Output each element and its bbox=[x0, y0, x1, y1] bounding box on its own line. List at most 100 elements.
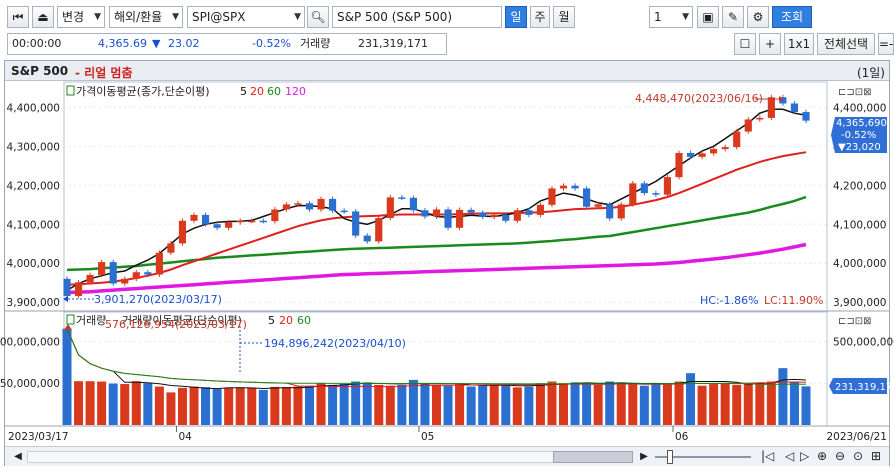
candle-body bbox=[259, 220, 267, 223]
volume-bar bbox=[154, 386, 164, 425]
candle-body bbox=[594, 204, 602, 207]
x-axis: 2023/03/17 2023/06/21 04 05 06 bbox=[8, 426, 887, 443]
candle-body bbox=[190, 214, 198, 221]
zoom-slider-handle[interactable] bbox=[667, 450, 673, 464]
panel-tools-icon[interactable]: ⊏⊐⊡⊠ bbox=[838, 87, 872, 98]
scroll-left-icon[interactable]: ◀ bbox=[14, 451, 22, 462]
price-y-axis-left: 4,400,000 4,300,000 4,200,000 4,100,000 4,00… bbox=[7, 102, 60, 309]
save-button[interactable]: ▣ bbox=[697, 6, 719, 28]
market-select[interactable]: 해외/환율 ▼ bbox=[109, 6, 183, 28]
select-all-button[interactable]: 전체선택 bbox=[817, 33, 875, 55]
volume-bar bbox=[362, 382, 372, 425]
zoom-out-icon[interactable]: ⊖ bbox=[835, 449, 846, 463]
y-tick-label: 4,300,000 bbox=[7, 141, 60, 153]
period-day-button[interactable]: 일 bbox=[505, 6, 527, 28]
volume-bar bbox=[674, 381, 684, 425]
search-button[interactable]: 🔍︎ bbox=[307, 6, 329, 28]
ratio-button[interactable]: 1x1 bbox=[784, 33, 814, 55]
candle-body bbox=[352, 211, 360, 236]
expand-icon[interactable]: ⊞ bbox=[871, 449, 882, 463]
count-select[interactable]: 1 ▼ bbox=[649, 6, 693, 28]
candle-body bbox=[225, 222, 233, 228]
scroll-thumb[interactable] bbox=[553, 451, 633, 463]
next-page-icon[interactable]: ▷ bbox=[800, 449, 810, 463]
candle-body bbox=[663, 177, 672, 195]
volume-bar bbox=[455, 384, 465, 425]
first-icon[interactable]: ⏮ bbox=[7, 6, 29, 28]
price-panel-border bbox=[63, 81, 828, 312]
candle-body bbox=[74, 282, 83, 296]
prev-icon[interactable]: ⏏ bbox=[32, 6, 54, 28]
ticker-time: 00:00:00 bbox=[12, 37, 62, 50]
scroll-right-icon[interactable]: ▶ bbox=[640, 451, 648, 462]
ticker-volume: 231,319,171 bbox=[358, 37, 428, 50]
square-icon: ☐ bbox=[739, 37, 751, 51]
current-change: ▼23,020 bbox=[838, 142, 881, 153]
candle-body bbox=[779, 97, 787, 104]
volume-bar bbox=[789, 381, 799, 425]
volume-bar bbox=[478, 384, 488, 425]
chart-header: S&P 500 - 리얼 멈춤 (1일) bbox=[5, 61, 889, 81]
volume-bar bbox=[224, 388, 234, 425]
candle-body bbox=[559, 185, 568, 189]
x-month-label: 04 bbox=[178, 431, 192, 443]
high-annotation: 4,448,470(2023/06/16) bbox=[635, 92, 763, 105]
period-month-button[interactable]: 월 bbox=[553, 6, 575, 28]
prev-page-icon[interactable]: ◁ bbox=[785, 449, 795, 463]
settings-button[interactable]: ⚙ bbox=[747, 6, 769, 28]
legend-checkbox-icon[interactable] bbox=[66, 85, 75, 96]
symbol-code-select[interactable]: SPI@SPX ▼ bbox=[187, 6, 305, 28]
volume-bar bbox=[189, 386, 199, 425]
pen-button[interactable]: ✎ bbox=[722, 6, 744, 28]
chevron-down-icon: ▼ bbox=[682, 12, 689, 22]
chevron-down-icon: ▼ bbox=[94, 12, 101, 22]
y-tick-label: 4,200,000 bbox=[7, 180, 60, 192]
first-page-icon[interactable]: |◁ bbox=[761, 449, 775, 463]
ticker-change: 23.02 bbox=[168, 37, 200, 50]
volume-bar bbox=[351, 381, 361, 425]
period-week-button[interactable]: 주 bbox=[530, 6, 550, 28]
ma-line-ma60 bbox=[66, 195, 807, 272]
scroll-track[interactable] bbox=[27, 451, 633, 463]
volume-bar bbox=[177, 387, 187, 425]
chart-title: S&P 500 bbox=[11, 64, 69, 78]
query-button[interactable]: 조회 bbox=[772, 6, 812, 28]
zoom-reset-icon[interactable]: ⊙ bbox=[853, 449, 864, 463]
volume-bar bbox=[85, 381, 95, 425]
search-icon: 🔍︎ bbox=[310, 10, 326, 24]
candle-body bbox=[86, 274, 94, 283]
volume-bar bbox=[397, 384, 407, 425]
candle-body bbox=[675, 152, 683, 178]
volume-legend-ma: 거래량이동평균(단순이평) bbox=[122, 314, 242, 327]
volume-bar bbox=[755, 382, 765, 425]
candle-body bbox=[98, 262, 106, 275]
candle-body bbox=[294, 203, 302, 205]
volume-bar bbox=[732, 384, 742, 425]
mode-select[interactable]: 변경 ▼ bbox=[57, 6, 105, 28]
volume-bar bbox=[304, 385, 314, 425]
candle-body bbox=[710, 149, 718, 154]
panel-tools-icon[interactable]: ⊏⊐⊡⊠ bbox=[838, 316, 872, 327]
volume-bar bbox=[166, 392, 176, 425]
candle-body bbox=[155, 252, 163, 275]
candle-body bbox=[525, 210, 533, 215]
candle-body bbox=[548, 188, 556, 205]
volume-bar bbox=[709, 384, 719, 425]
zoom-slider-track[interactable] bbox=[655, 456, 751, 458]
legend-checkbox-icon[interactable] bbox=[66, 314, 75, 325]
square-button[interactable]: ☐ bbox=[734, 33, 756, 55]
volume-bar bbox=[328, 384, 338, 425]
current-pct: -0.52% bbox=[841, 130, 876, 141]
volume-bar bbox=[639, 385, 649, 425]
zoom-in-icon[interactable]: ⊕ bbox=[817, 449, 828, 463]
candle-body bbox=[456, 209, 464, 228]
candle-body bbox=[178, 220, 187, 244]
symbol-name-field[interactable]: S&P 500 (S&P 500) bbox=[332, 6, 502, 28]
y-tick-label: 4,400,000 bbox=[7, 102, 60, 114]
volume-ma-line bbox=[66, 328, 807, 387]
volume-bar bbox=[466, 386, 476, 425]
y-tick-label-right: 4,100,000 bbox=[833, 219, 886, 231]
plus-button[interactable]: + bbox=[759, 33, 781, 55]
candle-body bbox=[271, 209, 279, 222]
